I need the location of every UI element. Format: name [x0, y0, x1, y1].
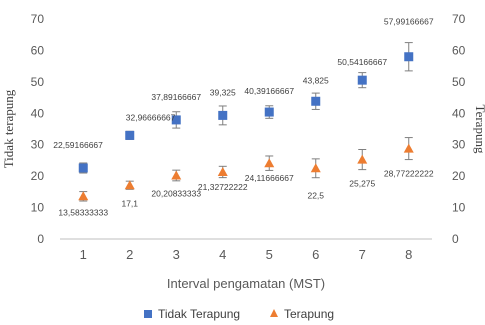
data-point: [125, 130, 135, 140]
y2-axis-ticks: 0 10 20 30 40 50 60 70: [452, 12, 466, 246]
data-point: [78, 163, 88, 173]
data-point: [357, 75, 367, 85]
y2-tick-label: 70: [452, 12, 466, 26]
data-label: 37,89166667: [151, 92, 201, 102]
data-label: 22,59166667: [53, 140, 103, 150]
y-tick-label: 70: [31, 12, 45, 26]
y-tick-label: 30: [31, 138, 45, 152]
data-label: 57,99166667: [384, 17, 434, 27]
legend-label-tidak-terapung: Tidak Terapung: [158, 307, 240, 321]
data-label: 21,32722222: [198, 182, 248, 192]
y-tick-label: 10: [31, 201, 45, 215]
y2-tick-label: 60: [452, 43, 466, 57]
data-label: 39,325: [210, 87, 236, 97]
data-label: 17,1: [121, 198, 138, 208]
y2-tick-label: 40: [452, 106, 466, 120]
legend-label-terapung: Terapung: [284, 307, 334, 321]
x-tick-label: 5: [266, 247, 273, 262]
data-label: 50,54166667: [337, 57, 387, 67]
series-layer: [78, 42, 414, 202]
data-labels: 22,59166667 32,96666667 37,89166667 39,325 4…: [53, 17, 434, 218]
data-label: 32,96666667: [126, 112, 176, 122]
data-label: 22,5: [307, 190, 324, 200]
data-label: 43,825: [303, 75, 329, 85]
y2-tick-label: 10: [452, 201, 466, 215]
y-tick-label: 60: [31, 43, 45, 57]
x-tick-label: 1: [80, 247, 87, 262]
data-label: 40,39166667: [244, 86, 294, 96]
y2-tick-label: 50: [452, 75, 466, 89]
legend-marker-tidak-terapung: [144, 310, 152, 318]
data-point: [264, 107, 274, 117]
data-point: [403, 143, 414, 153]
data-point: [217, 166, 228, 176]
data-label: 24,11666667: [245, 173, 294, 183]
x-tick-label: 7: [359, 247, 366, 262]
data-point: [78, 191, 89, 201]
data-point: [404, 52, 414, 62]
series-terapung: [78, 137, 414, 202]
data-label: 25,275: [349, 179, 375, 189]
series-tidak-terapung: [78, 42, 414, 174]
data-label: 28,77222222: [384, 169, 434, 179]
y2-axis-title: Terapung: [473, 105, 485, 154]
data-point: [310, 163, 321, 173]
y2-tick-label: 20: [452, 169, 466, 183]
x-tick-label: 2: [126, 247, 133, 262]
data-point: [311, 96, 321, 106]
data-label: 20,20833333: [151, 188, 201, 198]
y-tick-label: 20: [31, 169, 45, 183]
data-label: 13,58333333: [58, 207, 108, 217]
legend: Tidak Terapung Terapung: [144, 307, 334, 321]
y2-tick-label: 0: [452, 232, 459, 246]
x-tick-label: 6: [312, 247, 319, 262]
data-point: [218, 110, 228, 120]
data-point: [357, 154, 368, 164]
y2-tick-label: 30: [452, 138, 466, 152]
data-point: [124, 180, 135, 190]
y-axis-ticks: 0 10 20 30 40 50 60 70: [31, 12, 45, 246]
y-tick-label: 50: [31, 75, 45, 89]
x-tick-label: 4: [219, 247, 226, 262]
y-tick-label: 40: [31, 106, 45, 120]
x-axis-ticks: 1 2 3 4 5 6 7 8: [80, 247, 413, 262]
x-tick-label: 3: [173, 247, 180, 262]
x-tick-label: 8: [405, 247, 412, 262]
y-tick-label: 0: [37, 232, 44, 246]
y-axis-title: Tidak terapung: [1, 89, 16, 168]
data-point: [171, 115, 181, 125]
legend-marker-terapung: [270, 309, 278, 317]
data-point: [171, 170, 182, 180]
data-point: [264, 158, 275, 168]
x-axis-title: Interval pengamatan (MST): [167, 276, 325, 291]
